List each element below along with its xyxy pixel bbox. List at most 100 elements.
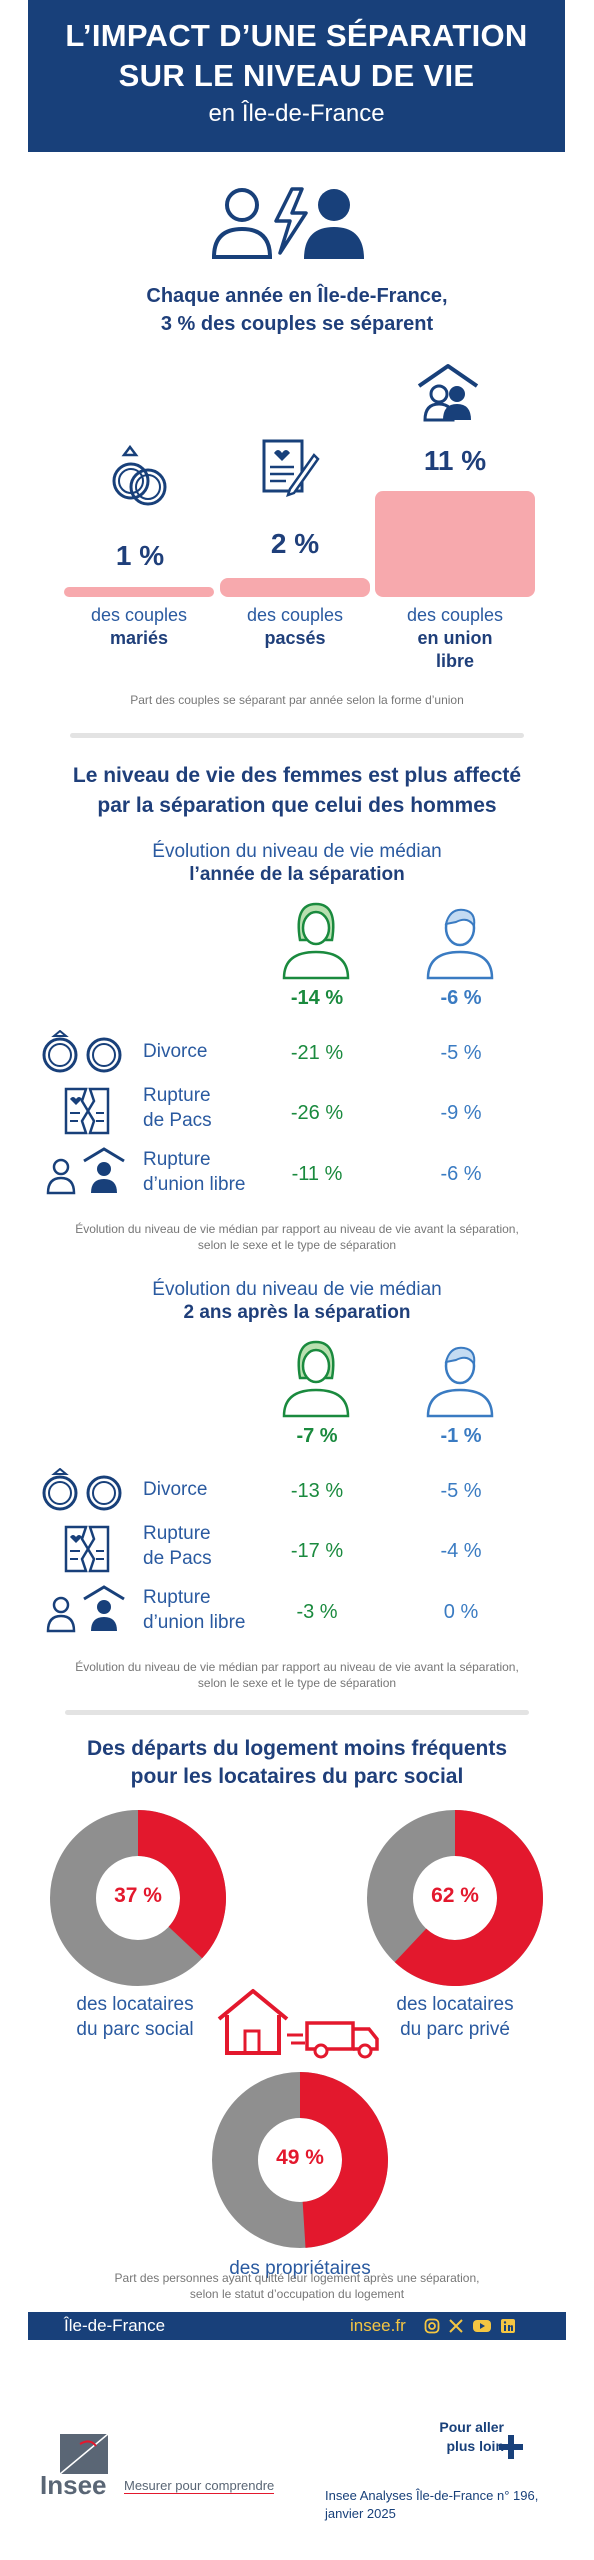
table1-men-total: -6 %: [440, 987, 482, 1009]
donut-parc-prive-label: 62 %: [431, 1884, 479, 1907]
donut-hole: [98, 1858, 178, 1938]
table2-subtitle-line2: 2 ans après la séparation: [183, 1302, 411, 1323]
more-info-label[interactable]: Pour aller plus loin: [439, 2419, 504, 2454]
youtube-icon[interactable]: [472, 2318, 492, 2334]
table1-row3-label: Rupture d’union libre: [143, 1149, 246, 1195]
pacs-split-icon: [64, 1525, 110, 1573]
section3-note-note1: Part des personnes ayant quitté leur log…: [114, 2271, 480, 2285]
donut-parc-social-label: 37 %: [114, 1884, 162, 1907]
section1-note: Part des couples se séparant par année s…: [130, 693, 464, 707]
header-title-line1: L’IMPACT D’UNE SÉPARATION: [65, 18, 528, 53]
union-libre-house-icon: [417, 364, 479, 422]
header-title-line2: SUR LE NIVEAU DE VIE: [118, 58, 475, 93]
table2-subtitle-line1: Évolution du niveau de vie médian: [152, 1279, 442, 1300]
insee-brand: Insee: [40, 2470, 107, 2500]
pct-union-libre: 11 %: [423, 445, 487, 476]
table1-row2-label: Rupture de Pacs: [143, 1085, 212, 1131]
table2-row3-women: -3 %: [296, 1601, 338, 1623]
donut-parc-prive: [367, 1810, 543, 1986]
plus-icon[interactable]: [497, 2433, 525, 2461]
donut-parc-social: [50, 1810, 226, 1986]
caption-pacses-line1: des couples: [246, 605, 344, 625]
section3-title-line2: pour les locataires du parc social: [130, 1765, 464, 1788]
table1-row2-men: -9 %: [440, 1102, 482, 1124]
table1-subtitle-line1: Évolution du niveau de vie médian: [152, 841, 442, 862]
donut-hole: [415, 1858, 495, 1938]
section2-title-line1: Le niveau de vie des femmes est plus aff…: [72, 764, 522, 787]
donut-proprietaires: [212, 2072, 389, 2248]
donut-proprietaires-caption: des propriétaires: [229, 2258, 371, 2279]
man-icon: [426, 1346, 494, 1418]
section3-note: Part des personnes ayant quitté leur log…: [40, 2270, 554, 2302]
woman-icon: [282, 902, 350, 980]
instagram-icon[interactable]: [424, 2318, 440, 2334]
section1-title-line2: 3 % des couples se séparent: [160, 313, 434, 335]
bar-pacses: [220, 578, 370, 597]
caption-union-libre: des couples en union libre: [380, 604, 530, 673]
donut-parc-social-caption: des locataires du parc social: [76, 1994, 194, 2040]
pct-maries: 1 %: [115, 540, 165, 571]
section1-title-line1: Chaque année en Île-de-France,: [146, 285, 448, 307]
table2-row1-men: -5 %: [440, 1480, 482, 1502]
insee-logo-icon: [59, 2433, 109, 2475]
caption-union-libre-line3: libre: [435, 651, 474, 671]
divorce-rings-icon: [42, 1468, 122, 1511]
divorce-rings-icon: [42, 1030, 122, 1073]
donut-value-slice: [138, 1810, 226, 1959]
donut-hole: [260, 2120, 340, 2200]
couple-separation-icon: [211, 187, 364, 259]
table1-row1-women: -21 %: [290, 1042, 344, 1064]
caption-union-libre-line2: en union: [417, 628, 493, 648]
bar-union-libre: [375, 491, 535, 597]
table1-subtitle-line2: l’année de la séparation: [189, 864, 405, 885]
section3-note-note2: selon le statut d’occupation du logement: [189, 2287, 405, 2301]
bar-maries: [64, 587, 214, 597]
caption-pacses-line2: pacsés: [264, 628, 326, 648]
union-libre-split-icon: [46, 1147, 125, 1195]
caption-maries: des couples mariés: [64, 604, 214, 650]
table2-row2-men: -4 %: [440, 1540, 482, 1562]
donut-value-slice: [394, 1810, 543, 1986]
table2-women-total: -7 %: [296, 1425, 338, 1447]
insee-tagline: Mesurer pour comprendre: [124, 2478, 275, 2494]
table2-note: Évolution du niveau de vie médian par ra…: [75, 1660, 519, 1690]
caption-maries-line1: des couples: [90, 605, 188, 625]
header-banner: L’IMPACT D’UNE SÉPARATION SUR LE NIVEAU …: [28, 0, 565, 152]
caption-union-libre-line1: des couples: [406, 605, 504, 625]
section3-title-line1: Des départs du logement moins fréquents: [86, 1737, 508, 1760]
footer-region: Île-de-France: [64, 2316, 166, 2335]
donut-proprietaires-label: 49 %: [276, 2146, 324, 2169]
footer-bar: Île-de-France insee.fr: [28, 2312, 566, 2340]
donut-value-slice: [300, 2072, 389, 2248]
caption-maries-line2: mariés: [109, 628, 169, 648]
table2-row2-label: Rupture de Pacs: [143, 1523, 212, 1569]
table1-note: Évolution du niveau de vie médian par ra…: [75, 1222, 519, 1252]
header-subtitle: en Île-de-France: [208, 100, 385, 127]
table1-row2-women: -26 %: [290, 1102, 344, 1124]
house-moving-truck-icon: [217, 1989, 379, 2059]
insee-site-link[interactable]: insee.fr: [350, 2316, 406, 2335]
caption-pacses: des couples pacsés: [220, 604, 370, 650]
table2-row1-label: Divorce: [143, 1479, 208, 1500]
table2-row3-men: 0 %: [443, 1601, 479, 1623]
linkedin-icon[interactable]: [500, 2318, 516, 2334]
man-icon: [426, 908, 494, 980]
pct-pacses: 2 %: [270, 528, 320, 559]
pacs-contract-icon: [262, 439, 320, 497]
rings-icon: [112, 445, 167, 506]
table2-row3-label: Rupture d’union libre: [143, 1587, 246, 1633]
table2-men-total: -1 %: [440, 1425, 482, 1447]
separator-2: [65, 1710, 529, 1715]
donut-parc-prive-caption: des locataires du parc privé: [396, 1994, 514, 2040]
x-twitter-icon[interactable]: [448, 2318, 464, 2334]
separator-1: [70, 733, 524, 738]
table1-row1-label: Divorce: [143, 1041, 208, 1062]
table1-row3-men: -6 %: [440, 1163, 482, 1185]
publication-reference: Insee Analyses Île-de-France n° 196, jan…: [325, 2488, 539, 2521]
table1-row1-men: -5 %: [440, 1042, 482, 1064]
pacs-split-icon: [64, 1087, 110, 1135]
table2-row2-women: -17 %: [290, 1540, 344, 1562]
union-libre-split-icon: [46, 1585, 125, 1633]
table1-women-total: -14 %: [290, 987, 344, 1009]
table2-row1-women: -13 %: [290, 1480, 344, 1502]
